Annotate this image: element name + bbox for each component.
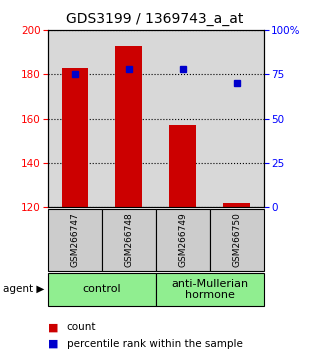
Text: agent ▶: agent ▶ [3, 284, 44, 295]
Bar [156, 273, 264, 306]
Text: percentile rank within the sample: percentile rank within the sample [67, 339, 242, 349]
Bar [223, 202, 250, 207]
Bar [115, 46, 142, 207]
Bar [210, 209, 264, 271]
Text: ■: ■ [48, 322, 59, 332]
Bar [169, 125, 196, 207]
Text: GSM266748: GSM266748 [124, 212, 133, 267]
Text: ■: ■ [48, 339, 59, 349]
Bar [48, 209, 102, 271]
Bar [156, 209, 210, 271]
Text: GSM266747: GSM266747 [70, 212, 79, 267]
Text: control: control [82, 284, 121, 295]
Text: count: count [67, 322, 96, 332]
Text: GSM266749: GSM266749 [178, 212, 187, 267]
Text: GDS3199 / 1369743_a_at: GDS3199 / 1369743_a_at [66, 12, 244, 27]
Bar [48, 273, 156, 306]
Bar [61, 68, 88, 207]
Text: anti-Mullerian
hormone: anti-Mullerian hormone [171, 279, 248, 300]
Text: GSM266750: GSM266750 [232, 212, 241, 267]
Bar [102, 209, 156, 271]
